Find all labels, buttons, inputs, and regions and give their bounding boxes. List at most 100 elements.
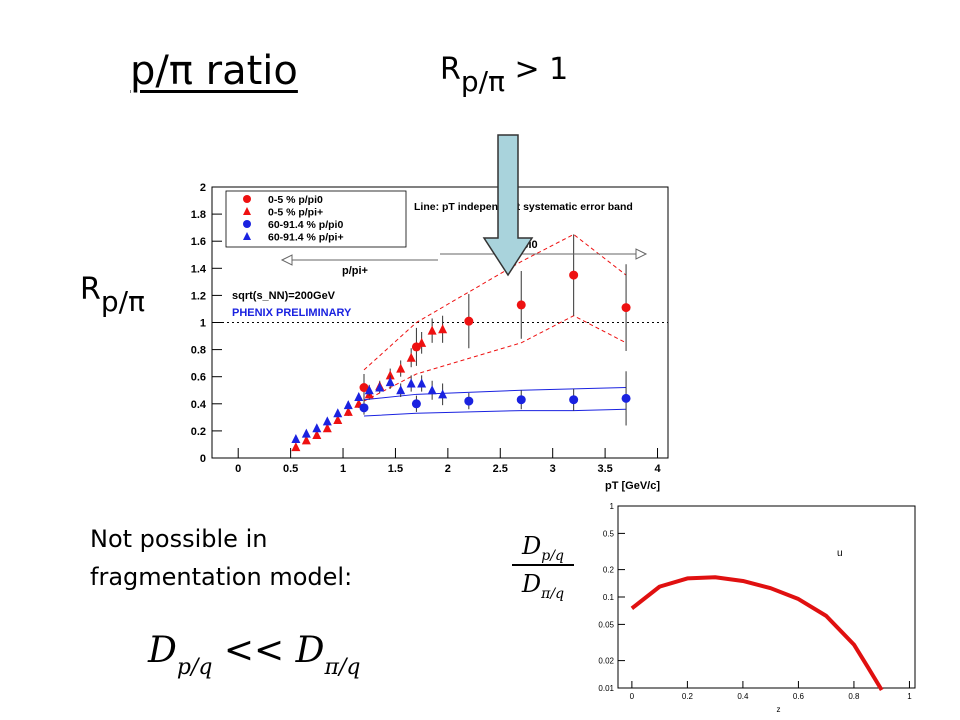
formula-operator: << — [212, 630, 296, 671]
r-symbol: R — [80, 272, 101, 307]
data-point — [301, 428, 311, 438]
data-point — [333, 408, 343, 418]
fraction-denominator: Dπ/q — [512, 570, 574, 602]
pratio-plot: 0 0.2 0.4 0.6 0.8 1 1.2 1.4 1.6 1.8 2 0 0.5 1 1.5 2 2.5 3… — [191, 182, 669, 492]
y-tick-label: 0.2 — [191, 426, 206, 438]
y-tick-label: 0.4 — [191, 399, 207, 411]
data-point — [312, 423, 322, 433]
data-point — [396, 363, 406, 373]
error-band-upper — [363, 233, 627, 371]
down-arrow-icon — [482, 134, 534, 277]
fraction-numerator: Dp/q — [512, 532, 574, 564]
data-point — [291, 442, 301, 452]
data-point — [396, 385, 406, 395]
legend-marker — [243, 207, 251, 215]
x-tick-label: 0.5 — [283, 463, 298, 475]
x-tick-label: 0 — [235, 463, 241, 475]
legend-marker — [243, 232, 251, 240]
data-point — [621, 303, 631, 313]
highlight-arrow — [482, 134, 534, 277]
inequality-formula: Dp/q << Dπ/q — [148, 630, 361, 680]
x-tick-label: 2.5 — [493, 463, 508, 475]
y-tick-label: 1.8 — [191, 209, 206, 221]
y-axis-label: Rp/π — [80, 272, 145, 318]
legend-label: 60-91.4 % p/pi+ — [268, 232, 344, 244]
fraction-bar — [512, 564, 574, 566]
y-tick-label: 0.6 — [191, 372, 206, 384]
legend-marker — [243, 195, 251, 203]
legend-label: 60-91.4 % p/pi0 — [268, 219, 343, 231]
x-axis-label: pT [GeV/c] — [605, 480, 660, 492]
y-tick-label: 1 — [200, 318, 206, 330]
data-point — [516, 300, 526, 310]
data-point — [364, 385, 374, 395]
r-subscript: p/π — [460, 65, 505, 98]
x-tick-label: 3 — [550, 463, 556, 475]
x-tick-label: 4 — [654, 463, 661, 475]
formula-right-sub: π/q — [324, 655, 361, 680]
r-subscript: p/π — [100, 285, 145, 318]
data-point — [354, 392, 364, 402]
numerator-symbol: D — [522, 532, 542, 560]
data-point — [438, 324, 448, 334]
data-point — [322, 423, 332, 433]
energy-label: sqrt(s_NN)=200GeV — [232, 290, 336, 302]
data-point — [359, 403, 369, 413]
data-point — [438, 389, 448, 399]
y-tick-label: 1.6 — [191, 236, 206, 248]
data-point — [343, 400, 353, 410]
data-point — [343, 406, 353, 416]
legend-box — [225, 190, 407, 248]
relation-text: > 1 — [504, 52, 569, 87]
arrow-head — [635, 248, 648, 260]
data-point — [516, 395, 526, 405]
data-point — [385, 377, 395, 387]
data-point — [333, 415, 343, 425]
data-point — [464, 316, 474, 326]
data-point — [375, 382, 385, 392]
y-tick-label: 0.8 — [191, 345, 206, 357]
x-tick-label: 1.5 — [388, 463, 403, 475]
x-tick-label: 3.5 — [597, 463, 612, 475]
data-point — [417, 337, 427, 347]
error-band-lower — [363, 315, 627, 402]
slide-title: p/π ratio — [130, 48, 298, 94]
preliminary-label: PHENIX PRELIMINARY — [232, 307, 352, 319]
arrow-head — [280, 254, 293, 266]
data-point — [464, 396, 474, 406]
formula-right: D — [295, 630, 325, 671]
data-point — [312, 429, 322, 439]
denominator-symbol: D — [521, 570, 542, 598]
y-tick-label: 1.2 — [191, 290, 206, 302]
note-text: Not possible in fragmentation model: — [90, 525, 353, 591]
data-point — [406, 378, 416, 388]
y-tick-label: 0 — [200, 453, 206, 465]
y-tick-label: 1.4 — [191, 263, 207, 275]
y-tick-label: 2 — [200, 182, 206, 194]
denominator-subscript: π/q — [541, 586, 565, 602]
legend-label: 0-5 % p/pi+ — [268, 207, 323, 219]
x-tick-label: 1 — [340, 463, 346, 475]
data-point — [411, 399, 421, 409]
data-point — [621, 393, 631, 403]
data-point — [385, 370, 395, 380]
data-point — [322, 416, 332, 426]
data-point — [569, 270, 579, 280]
data-point — [417, 378, 427, 388]
error-band-lower — [363, 408, 627, 417]
data-point — [291, 434, 301, 444]
ratio-condition-label: Rp/π > 1 — [440, 52, 569, 98]
legend-label: 0-5 % p/pi0 — [268, 194, 323, 206]
fragmentation-fraction: Dp/q Dπ/q — [512, 532, 574, 602]
ppiplus-label: p/pi+ — [342, 265, 368, 277]
data-point — [301, 435, 311, 445]
formula-left-sub: p/q — [176, 655, 213, 680]
legend-marker — [243, 220, 251, 228]
x-tick-label: 2 — [445, 463, 451, 475]
formula-left: D — [148, 630, 177, 671]
data-point — [406, 352, 416, 362]
data-point — [359, 383, 369, 393]
data-point — [427, 325, 437, 335]
line-note: Line: pT independent systematic error ba… — [414, 201, 633, 213]
